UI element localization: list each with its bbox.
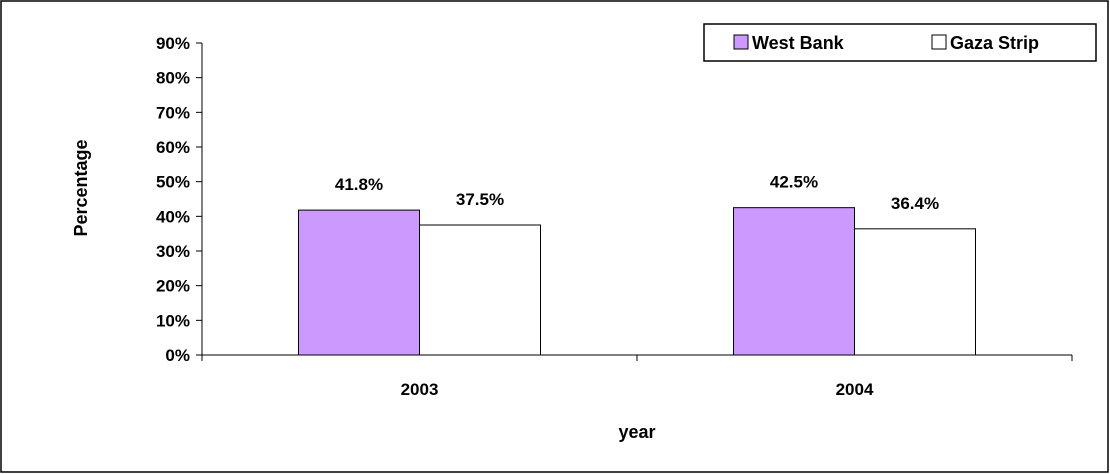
y-tick-label: 30%	[156, 242, 190, 261]
data-label: 42.5%	[770, 173, 818, 192]
y-tick-label: 80%	[156, 69, 190, 88]
legend-label: Gaza Strip	[950, 33, 1039, 53]
bar-west-bank-2003	[298, 209, 420, 356]
y-tick-label: 50%	[156, 173, 190, 192]
data-labels: 41.8% 42.5% 37.5% 36.4%	[335, 173, 939, 213]
x-tick-label: 2003	[401, 380, 439, 399]
x-tick-label: 2004	[836, 380, 874, 399]
bar-west-bank-2004	[733, 207, 855, 356]
y-tick-label: 20%	[156, 277, 190, 296]
x-axis-label: year	[618, 422, 655, 442]
legend-swatch	[931, 34, 947, 50]
bars	[298, 207, 976, 356]
legend-swatch	[733, 34, 749, 50]
y-axis-label: Percentage	[71, 139, 91, 236]
legend-box	[703, 23, 1097, 62]
y-tick-label: 40%	[156, 207, 190, 226]
legend: West Bank Gaza Strip	[703, 23, 1097, 62]
y-tick-label: 0%	[165, 346, 190, 365]
bar-gaza-strip-2003	[419, 224, 541, 356]
y-tick-label: 10%	[156, 311, 190, 330]
data-label: 41.8%	[335, 175, 383, 194]
y-tick-label: 90%	[156, 34, 190, 53]
data-label: 37.5%	[456, 190, 504, 209]
legend-label: West Bank	[752, 33, 845, 53]
y-tick-label: 60%	[156, 138, 190, 157]
data-label: 36.4%	[891, 194, 939, 213]
y-tick-label: 70%	[156, 103, 190, 122]
bar-gaza-strip-2004	[854, 228, 976, 356]
